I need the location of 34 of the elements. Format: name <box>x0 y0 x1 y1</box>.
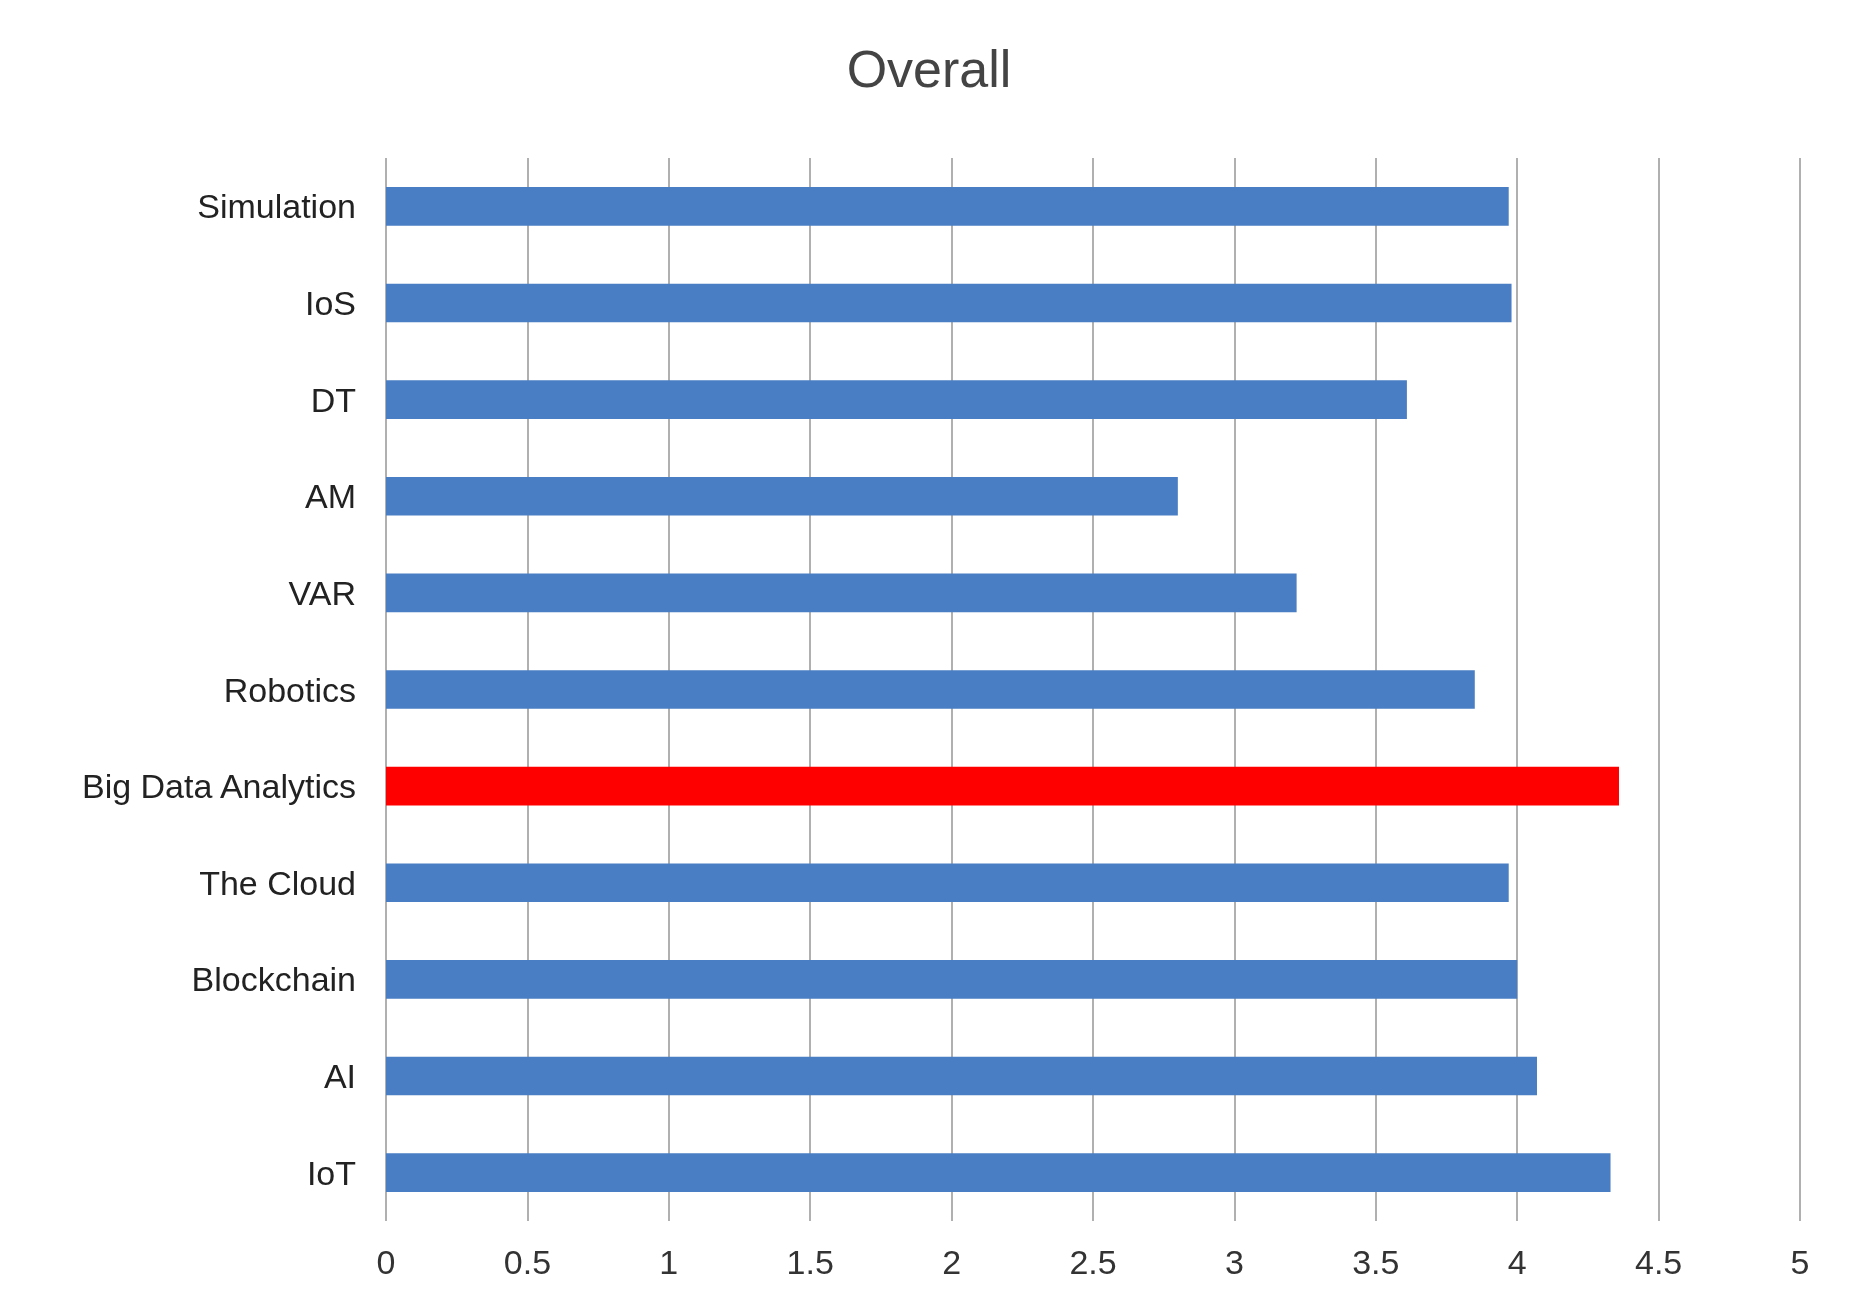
y-tick-label: IoT <box>306 1153 356 1192</box>
bar <box>386 960 1518 999</box>
y-tick-label: AM <box>305 477 356 516</box>
x-tick-label: 0 <box>376 1243 396 1281</box>
bar <box>386 766 1620 806</box>
x-tick-label: 3.5 <box>1352 1243 1400 1281</box>
x-tick-label: 0.5 <box>503 1243 552 1281</box>
bar <box>386 186 1509 226</box>
bar <box>386 380 1407 419</box>
x-tick-label: 4.5 <box>1634 1243 1683 1281</box>
y-tick-label: VAR <box>288 573 356 612</box>
chart-title: Overall <box>846 40 1012 98</box>
y-tick-label: IoS <box>304 283 356 322</box>
y-tick-label: DT <box>310 380 356 419</box>
bar <box>386 1056 1537 1096</box>
bar <box>386 283 1512 323</box>
y-tick-label: The Cloud <box>199 863 356 902</box>
x-tick-label: 1 <box>659 1243 679 1281</box>
x-tick-label: 2.5 <box>1069 1243 1117 1281</box>
y-tick-label: Robotics <box>223 670 356 709</box>
bar <box>386 476 1178 516</box>
bar <box>386 863 1509 903</box>
y-tick-label: AI <box>323 1057 356 1096</box>
x-tick-label: 2 <box>942 1243 962 1281</box>
x-tick-label: 5 <box>1790 1243 1810 1281</box>
y-tick-label: Simulation <box>197 187 356 226</box>
bar <box>386 670 1475 709</box>
bar <box>386 1153 1611 1193</box>
x-tick-label: 3 <box>1224 1243 1244 1281</box>
y-tick-label: Blockchain <box>191 960 356 999</box>
x-tick-label: 4 <box>1507 1243 1527 1281</box>
y-tick-label: Big Data Analytics <box>81 767 356 806</box>
bar <box>386 573 1297 613</box>
x-tick-label: 1.5 <box>786 1243 834 1281</box>
